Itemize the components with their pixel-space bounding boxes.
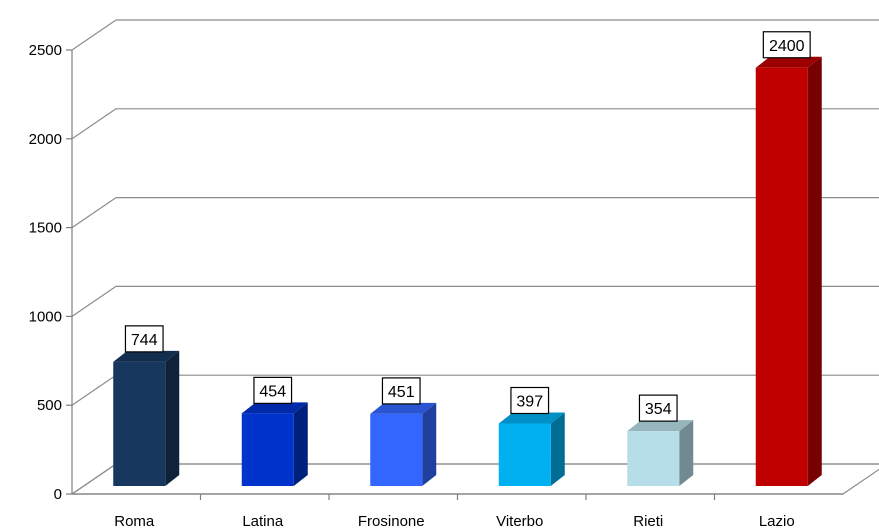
data-label-text: 2400 — [769, 38, 805, 55]
gridline — [71, 197, 879, 229]
y-tick-label: 500 — [37, 397, 62, 414]
data-label-latina: 454 — [253, 376, 293, 404]
data-label-text: 744 — [131, 332, 158, 349]
bar-rieti — [627, 420, 694, 486]
bar-viterbo — [498, 412, 565, 486]
x-category-label: Rieti — [633, 513, 663, 530]
y-tick-label: 1500 — [29, 220, 62, 237]
x-category-label: Latina — [242, 513, 284, 530]
y-tick-label: 2000 — [29, 131, 62, 148]
data-label-roma: 744 — [124, 325, 164, 353]
data-label-lazio: 2400 — [762, 31, 811, 59]
x-category-label: Roma — [114, 513, 155, 530]
axes — [71, 50, 843, 500]
data-label-text: 454 — [259, 383, 286, 400]
y-tick-label: 0 — [54, 486, 62, 503]
data-label-frosinone: 451 — [381, 377, 421, 405]
bar-roma — [113, 350, 180, 486]
data-label-text: 354 — [645, 401, 672, 418]
gridline — [71, 285, 879, 317]
bar-frosinone — [370, 402, 437, 486]
data-labels: 744 454 451 397 354 2400 — [124, 31, 811, 422]
gridline — [71, 19, 879, 51]
gridlines — [71, 19, 879, 495]
y-tick-label: 2500 — [29, 42, 62, 59]
data-label-text: 451 — [388, 384, 415, 401]
y-tick-label: 1000 — [29, 308, 62, 325]
data-label-viterbo: 397 — [510, 386, 550, 415]
x-category-label: Frosinone — [358, 513, 425, 530]
bar-lazio — [755, 56, 822, 486]
data-label-rieti: 354 — [638, 394, 678, 422]
gridline — [71, 108, 879, 140]
data-label-text: 397 — [516, 393, 543, 410]
bar-latina — [241, 402, 308, 486]
bars — [113, 56, 822, 486]
gridline — [71, 374, 879, 406]
y-axis-ticks: 0 500 1000 1500 2000 2500 — [29, 42, 72, 503]
category-labels: Roma Latina Frosinone Viterbo Rieti Lazio — [114, 513, 794, 530]
x-category-label: Lazio — [759, 513, 795, 530]
x-category-label: Viterbo — [496, 513, 543, 530]
